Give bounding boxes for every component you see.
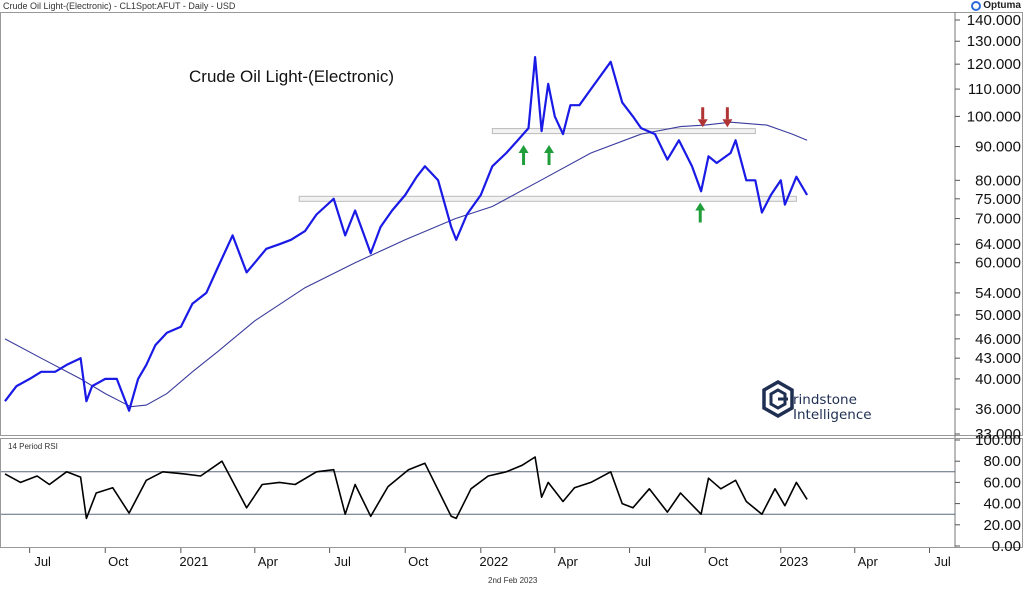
price-tick-label: 43.000 (975, 350, 1021, 367)
price-panel-frame (0, 12, 1023, 436)
price-line (4, 56, 809, 412)
price-tick-label: 50.000 (975, 307, 1021, 324)
x-axis: Jul Oct 2021 Apr Jul Oct 2022 Apr Jul Oct 2023 Apr J… (29, 548, 951, 569)
rsi-panel-frame (0, 438, 1023, 548)
price-panel: 33.00036.00040.00043.00046.00050.00054.0… (0, 12, 1023, 548)
rsi-panel-title: 14 Period RSI (8, 442, 58, 451)
price-tick-label: 140.000 (967, 12, 1021, 29)
optuma-logo-text: Optuma (983, 0, 1021, 11)
rsi-tick-label: 40.00 (983, 496, 1021, 513)
x-tick-label: Oct (108, 554, 129, 569)
support-band (491, 128, 756, 135)
price-tick-label: 80.000 (975, 172, 1021, 189)
price-tick-label: 100.000 (967, 108, 1021, 125)
x-tick-label: 2022 (479, 554, 508, 569)
rsi-panel: 14 Period RSI 0.00 20.00 40.00 60.00 80.00 100… (0, 432, 1023, 555)
x-tick-label: 2021 (179, 554, 208, 569)
grindstone-brand: rindstone Intelligence (762, 380, 902, 424)
price-tick-label: 70.000 (975, 211, 1021, 228)
price-tick-label: 120.000 (967, 56, 1021, 73)
price-tick-label: 60.000 (975, 255, 1021, 272)
price-tick-label: 64.000 (975, 236, 1021, 253)
x-tick-label: Apr (258, 554, 279, 569)
rsi-tick-label: 0.00 (992, 538, 1021, 555)
instrument-header: Crude Oil Light-(Electronic) - CL1Spot:A… (3, 1, 236, 11)
price-tick-label: 130.000 (967, 33, 1021, 50)
up-arrow-icon (544, 145, 555, 166)
down-arrow-icon (722, 107, 733, 128)
x-tick-label: Jul (34, 554, 51, 569)
price-tick-label: 54.000 (975, 285, 1021, 302)
brand-line1: rindstone (793, 392, 857, 408)
up-arrow-icon (695, 202, 706, 223)
rsi-line (4, 456, 808, 520)
rsi-tick-label: 100.00 (975, 432, 1021, 449)
x-tick-label: Jul (334, 554, 351, 569)
price-tick-label: 36.000 (975, 401, 1021, 418)
support-band (298, 195, 797, 202)
x-tick-label: Jul (634, 554, 651, 569)
grindstone-g-icon (762, 380, 794, 419)
x-tick-label: Apr (858, 554, 879, 569)
optuma-logo: Optuma (971, 0, 1021, 11)
rsi-tick-label: 20.00 (983, 517, 1021, 534)
x-tick-label: Jul (934, 554, 951, 569)
brand-line2: Intelligence (793, 407, 872, 423)
price-tick-label: 75.000 (975, 191, 1021, 208)
price-tick-label: 90.000 (975, 139, 1021, 156)
up-arrow-icon (518, 145, 529, 166)
x-tick-label: Oct (408, 554, 429, 569)
x-tick-label: Oct (708, 554, 729, 569)
down-arrow-icon (697, 107, 708, 128)
rsi-tick-label: 60.00 (983, 474, 1021, 491)
x-tick-label: Apr (558, 554, 579, 569)
footer-date: 2nd Feb 2023 (488, 576, 538, 585)
price-tick-label: 110.000 (968, 81, 1021, 98)
moving-average-line (4, 121, 808, 408)
price-tick-label: 46.000 (975, 331, 1021, 348)
rsi-tick-label: 80.00 (983, 453, 1021, 470)
chart-title: Crude Oil Light-(Electronic) (189, 67, 395, 86)
price-tick-label: 40.000 (975, 371, 1021, 388)
x-tick-label: 2023 (779, 554, 808, 569)
optuma-logo-icon (971, 0, 982, 11)
